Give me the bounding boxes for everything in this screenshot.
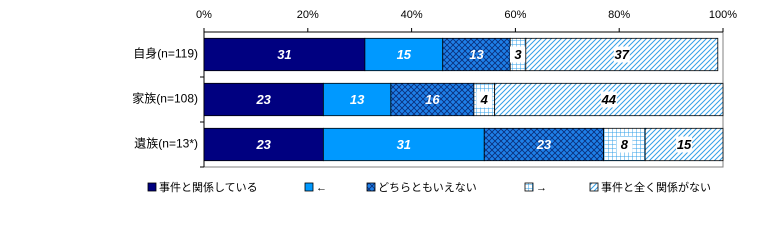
data-label: 15 [397,47,412,62]
chart: 0% 20% 40% 60% 80% 100% 自身(n=119) 31 15 13 3 37 家族(n… [132,9,737,194]
bar-segment [322,82,392,117]
data-label: 16 [425,92,440,107]
data-label: 23 [255,92,271,107]
data-label: 13 [350,92,365,107]
bar-segment [203,82,324,117]
legend-label: ← [316,182,327,194]
data-label: 15 [677,137,692,152]
bar-segment [483,127,605,162]
legend-label: 事件と関係している [159,181,258,194]
bar-segment [603,127,646,162]
x-tick-label: 0% [196,9,212,21]
x-tick-label: 100% [709,9,737,21]
data-label: 23 [536,137,552,152]
x-tick-label: 60% [504,9,526,21]
data-label: 23 [255,137,271,152]
legend-swatch [524,182,534,192]
legend-swatch [589,182,599,192]
bar-segment [322,127,485,162]
y-tick-label: 家族(n=108) [132,91,198,106]
bar-segment [203,127,324,162]
legend-swatch [147,182,157,192]
x-tick-label: 80% [608,9,630,21]
x-tick-label: 40% [401,9,423,21]
y-tick-label: 遺族(n=13*) [134,136,198,151]
data-label: 3 [514,47,522,62]
data-label: 37 [615,47,630,62]
legend-label: → [536,182,547,194]
label-bg [676,136,693,153]
label-bg [600,91,617,108]
legend-label: どちらともいえない [378,181,477,194]
legend-swatch [304,182,314,192]
bar-segment [442,37,511,72]
legend-label: 事件と全く関係がない [601,180,711,194]
data-label: 44 [601,92,617,107]
label-bg [616,136,633,153]
label-bg [476,91,493,108]
legend-swatch [366,182,376,192]
data-label: 31 [277,47,291,62]
label-bg [613,46,630,63]
data-label: 31 [397,137,411,152]
x-tick-label: 20% [297,9,319,21]
data-label: 8 [621,137,629,152]
y-tick-label: 自身(n=119) [133,46,198,61]
label-bg [509,46,526,63]
bar-segment [390,82,475,117]
data-label: 13 [469,47,484,62]
data-label: 4 [480,92,489,107]
